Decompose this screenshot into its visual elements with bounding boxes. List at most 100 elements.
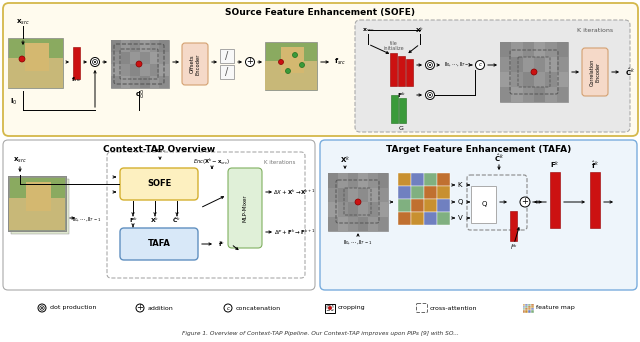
Text: $\mathbf{X}^k$: $\mathbf{X}^k$ <box>150 215 160 225</box>
Bar <box>140 64 150 76</box>
Bar <box>522 303 525 306</box>
Bar <box>358 173 368 187</box>
Bar <box>525 308 528 310</box>
Text: SOFE: SOFE <box>147 180 171 188</box>
Text: Q: Q <box>481 201 486 207</box>
Text: $\hat{F}^k$: $\hat{F}^k$ <box>510 242 518 252</box>
Bar <box>511 42 523 57</box>
Circle shape <box>520 197 530 207</box>
Text: +: + <box>246 57 253 66</box>
Bar <box>545 42 557 57</box>
Bar <box>545 57 557 72</box>
Bar <box>500 72 511 87</box>
FancyBboxPatch shape <box>228 168 262 248</box>
Text: MLP-Mixer: MLP-Mixer <box>243 194 248 222</box>
Bar <box>11 179 69 234</box>
Bar <box>531 306 534 308</box>
Bar <box>140 52 150 64</box>
Text: K: K <box>458 182 462 188</box>
Bar <box>140 76 150 88</box>
Bar <box>437 186 450 199</box>
Text: $\Delta F+\mathbf{F}^k\rightarrow\mathbf{F}^{k+1}$: $\Delta F+\mathbf{F}^k\rightarrow\mathbf… <box>275 227 316 237</box>
Bar <box>73 47 80 79</box>
FancyBboxPatch shape <box>355 20 630 132</box>
Bar <box>8 176 66 231</box>
Circle shape <box>19 56 25 62</box>
Text: c: c <box>479 63 481 67</box>
Bar <box>338 173 348 187</box>
Bar <box>358 187 368 202</box>
Bar <box>500 87 511 102</box>
Bar <box>159 40 169 52</box>
Circle shape <box>94 61 96 63</box>
Bar <box>534 72 545 87</box>
Bar <box>328 202 338 216</box>
Bar <box>159 64 169 76</box>
Bar <box>348 202 358 216</box>
Bar <box>131 76 140 88</box>
Text: $Enc(\mathbf{X}^k-\mathbf{x}_{src})$: $Enc(\mathbf{X}^k-\mathbf{x}_{src})$ <box>193 157 230 167</box>
Text: $\mathbf{F}^k$: $\mathbf{F}^k$ <box>397 90 406 100</box>
Text: c: c <box>227 305 230 311</box>
Bar <box>150 76 159 88</box>
Bar <box>8 176 66 231</box>
Text: SOurce Feature Enhancement (SOFE): SOurce Feature Enhancement (SOFE) <box>225 8 415 16</box>
Bar <box>131 64 140 76</box>
Bar <box>437 173 450 186</box>
Bar <box>265 42 317 90</box>
Bar <box>511 87 523 102</box>
Bar <box>511 57 523 72</box>
Bar <box>523 72 534 87</box>
Text: $\mathbf{I}_0,\cdots,\mathbf{I}_{T-1}$: $\mathbf{I}_0,\cdots,\mathbf{I}_{T-1}$ <box>72 215 101 224</box>
Circle shape <box>429 94 431 96</box>
Bar <box>500 42 511 57</box>
Bar <box>378 202 388 216</box>
Text: $\hat{\mathbf{C}}^k$: $\hat{\mathbf{C}}^k$ <box>625 66 635 78</box>
Text: $\hat{\mathbf{f}}^k$: $\hat{\mathbf{f}}^k$ <box>591 159 599 171</box>
Circle shape <box>38 304 46 312</box>
Bar <box>557 57 568 72</box>
Text: cropping: cropping <box>338 305 365 311</box>
Text: TArget Feature Enhancement (TAFA): TArget Feature Enhancement (TAFA) <box>386 145 571 155</box>
Bar <box>390 53 397 86</box>
Bar <box>111 76 121 88</box>
Bar <box>328 187 338 202</box>
Text: $\mathbf{x}_{src}$: $\mathbf{x}_{src}$ <box>16 17 30 27</box>
Bar <box>398 173 411 186</box>
Bar <box>131 52 140 64</box>
Text: $\hat{\mathbf{C}}^k$: $\hat{\mathbf{C}}^k$ <box>494 152 504 164</box>
Text: Correlation
Encoder: Correlation Encoder <box>589 58 600 86</box>
Circle shape <box>426 61 435 69</box>
Text: $\mathbf{c}_0^0$: $\mathbf{c}_0^0$ <box>136 88 145 102</box>
Bar <box>358 216 368 231</box>
Circle shape <box>246 57 255 66</box>
Bar <box>437 212 450 225</box>
Bar <box>368 173 378 187</box>
Circle shape <box>531 69 537 75</box>
Bar <box>523 57 534 72</box>
Bar <box>406 59 413 86</box>
Circle shape <box>476 61 484 69</box>
Text: +: + <box>136 303 143 313</box>
Bar <box>523 42 534 57</box>
Text: addition: addition <box>148 305 173 311</box>
Bar <box>159 52 169 64</box>
Text: K iterations: K iterations <box>264 159 296 165</box>
Bar <box>280 47 304 73</box>
Text: Figure 1. Overview of Context-TAP Pipeline. Our Context-TAP improves upon PIPs [: Figure 1. Overview of Context-TAP Pipeli… <box>182 330 458 336</box>
FancyBboxPatch shape <box>320 140 637 290</box>
Bar <box>557 87 568 102</box>
Text: $\mathbf{X}^k$: $\mathbf{X}^k$ <box>340 154 350 166</box>
Bar <box>411 212 424 225</box>
Text: Context-TAP Overview: Context-TAP Overview <box>103 145 215 155</box>
Bar <box>531 308 534 310</box>
Text: $\mathbf{f}_{src}$: $\mathbf{f}_{src}$ <box>334 57 346 67</box>
Bar <box>510 211 517 241</box>
Text: /: / <box>225 51 228 61</box>
Bar <box>391 95 398 123</box>
Bar <box>121 76 131 88</box>
Bar <box>328 173 388 231</box>
Circle shape <box>328 306 332 310</box>
Bar <box>398 212 411 225</box>
Bar <box>471 186 496 223</box>
